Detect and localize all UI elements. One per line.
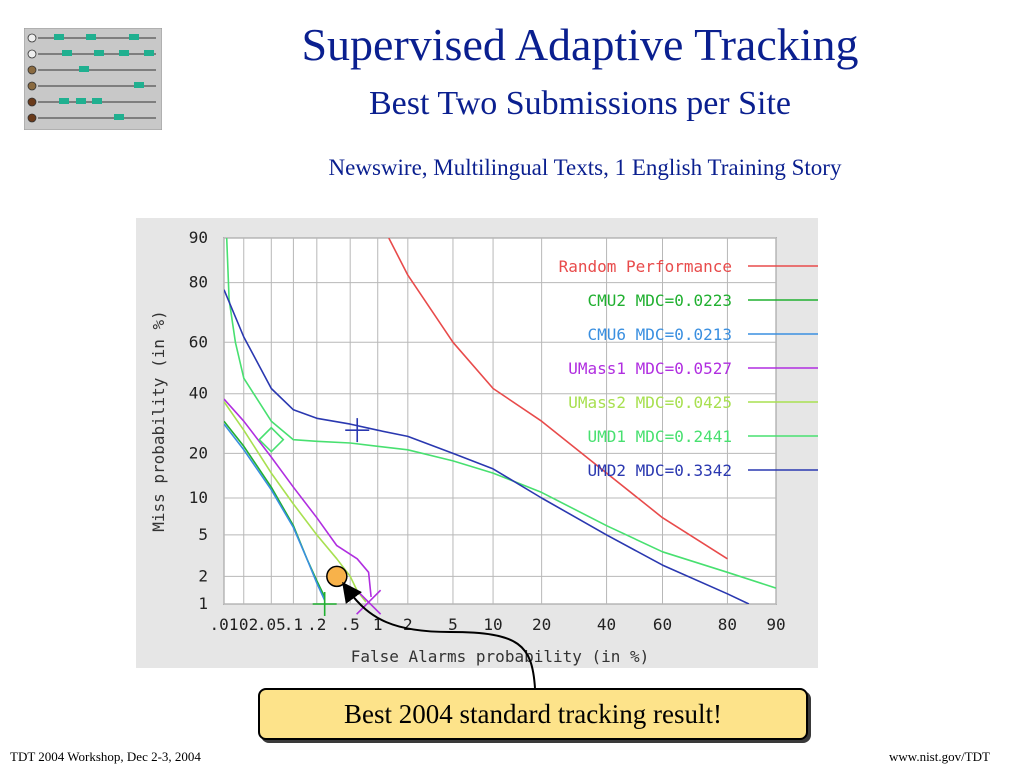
logo-story-block-icon — [92, 98, 102, 104]
series-line — [224, 423, 326, 601]
legend-entry: UMD2 MDC=0.3342 — [588, 461, 733, 480]
x-tick-label: .05 — [257, 615, 286, 634]
logo-person-icon — [27, 81, 37, 91]
y-tick-label: 60 — [189, 332, 208, 351]
x-tick-label: 20 — [532, 615, 551, 634]
chart-legend: Random Performance CMU2 MDC=0.0223 CMU6 MD… — [559, 257, 818, 480]
x-tick-label: .02 — [229, 615, 258, 634]
logo-story-block-icon — [144, 50, 154, 56]
slide-description: Newswire, Multilingual Texts, 1 English … — [328, 155, 842, 180]
series-line — [224, 420, 326, 598]
series-lines — [224, 238, 776, 604]
logo-story-block-icon — [54, 34, 64, 40]
plot-area — [223, 237, 777, 605]
y-tick-label: 20 — [189, 443, 208, 462]
y-tick-label: 1 — [198, 594, 208, 613]
y-tick-label: 80 — [189, 273, 208, 292]
best-result-callout: Best 2004 standard tracking result! — [258, 688, 808, 740]
logo-story-block-icon — [94, 50, 104, 56]
logo-story-block-icon — [129, 34, 139, 40]
legend-entry: UMass2 MDC=0.0425 — [568, 393, 732, 412]
x-tick-label: 5 — [448, 615, 458, 634]
logo-story-block-icon — [59, 98, 69, 104]
series-marker — [312, 592, 337, 616]
legend-entry: UMass1 MDC=0.0527 — [568, 359, 732, 378]
series-marker — [345, 418, 370, 443]
x-tick-labels: .01.02.05.1.2 .5 1 2 5 10 20 40 60 80 90 — [210, 615, 786, 634]
series-line — [224, 289, 750, 604]
legend-entry: UMD1 MDC=0.2441 — [588, 427, 733, 446]
x-tick-label: .01 — [210, 615, 239, 634]
logo-timeline-rows — [27, 33, 156, 123]
x-tick-label: .5 — [341, 615, 360, 634]
slide-subtitle: Best Two Submissions per Site — [368, 85, 792, 122]
y-tick-label: 90 — [189, 228, 208, 247]
slide-title: Supervised Adaptive Tracking — [301, 19, 859, 70]
x-tick-label: .1 — [284, 615, 303, 634]
callout-connector-arrow — [342, 581, 536, 689]
logo-person-icon — [27, 97, 37, 107]
series-markers — [258, 418, 382, 616]
logo-person-icon — [27, 113, 37, 123]
x-tick-label: 60 — [653, 615, 672, 634]
logo-story-block-icon — [114, 114, 124, 120]
x-tick-label: 1 — [373, 615, 383, 634]
x-tick-label: 90 — [766, 615, 785, 634]
x-tick-label: .2 — [307, 615, 326, 634]
logo-story-block-icon — [86, 34, 96, 40]
logo-person-icon — [27, 49, 37, 59]
y-tick-label: 2 — [198, 566, 208, 585]
footer-url[interactable]: www.nist.gov/TDT — [889, 749, 990, 764]
logo-story-block-icon — [79, 66, 89, 72]
x-tick-label: 40 — [597, 615, 616, 634]
y-tick-labels: 1 2 5 10 20 40 60 80 90 — [189, 228, 208, 613]
det-chart: .01.02.05.1.2 .5 1 2 5 10 20 40 60 80 90 1 2 5 10 20 40… — [136, 218, 818, 668]
legend-entry: CMU2 MDC=0.0223 — [588, 291, 733, 310]
logo-story-block-icon — [62, 50, 72, 56]
legend-entry: CMU6 MDC=0.0213 — [588, 325, 733, 344]
logo-story-block-icon — [134, 82, 144, 88]
series-marker — [258, 426, 285, 453]
best-result-highlight — [326, 565, 348, 588]
y-tick-label: 5 — [198, 525, 208, 544]
x-tick-label: 2 — [403, 615, 413, 634]
x-tick-label: 80 — [718, 615, 737, 634]
timeline-tracking-logo-icon — [24, 28, 162, 130]
series-line — [224, 398, 372, 598]
logo-person-icon — [27, 65, 37, 75]
series-line — [388, 238, 728, 560]
legend-entry: Random Performance — [559, 257, 732, 276]
logo-story-block-icon — [76, 98, 86, 104]
y-tick-label: 10 — [189, 488, 208, 507]
x-tick-label: 10 — [483, 615, 502, 634]
logo-person-icon — [27, 33, 37, 43]
x-axis-label: False Alarms probability (in %) — [351, 647, 650, 666]
footer-workshop: TDT 2004 Workshop, Dec 2-3, 2004 — [10, 749, 201, 764]
y-axis-label: Miss probability (in %) — [149, 310, 168, 532]
y-tick-label: 40 — [189, 384, 208, 403]
series-line — [225, 238, 776, 589]
logo-story-block-icon — [119, 50, 129, 56]
